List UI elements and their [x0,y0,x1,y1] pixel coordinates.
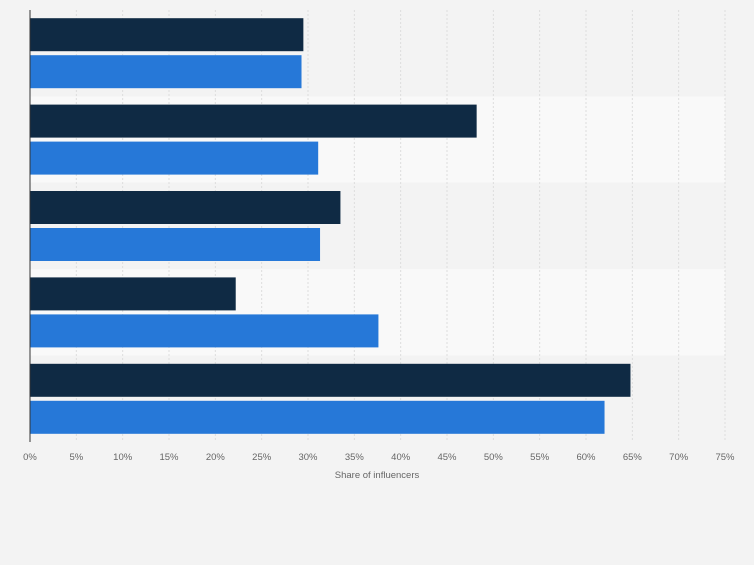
bar[interactable] [30,18,304,52]
x-tick-label: 50% [484,452,504,463]
bar[interactable] [30,228,321,261]
x-tick-label: 15% [159,452,179,463]
x-tick-label: 75% [715,452,735,463]
bar[interactable] [30,104,477,138]
bar[interactable] [30,277,236,311]
bar[interactable] [30,400,605,434]
bar[interactable] [30,314,379,348]
x-tick-label: 55% [530,452,550,463]
x-tick-label: 20% [206,452,226,463]
x-axis-title: Share of influencers [335,470,420,481]
x-axis-tick-labels: 0% 5% 10% 15% 20% 25% 30% 35% 40% 45% 50% 55% 60% 65%… [23,452,735,463]
bars [30,18,631,434]
x-tick-label: 0% [23,452,37,463]
x-tick-label: 45% [437,452,457,463]
x-tick-label: 25% [252,452,272,463]
x-tick-label: 65% [623,452,643,463]
bar[interactable] [30,141,319,175]
x-tick-label: 70% [669,452,689,463]
bar[interactable] [30,191,341,224]
x-tick-label: 60% [576,452,596,463]
bar[interactable] [30,55,302,89]
x-tick-label: 10% [113,452,133,463]
x-tick-label: 35% [345,452,365,463]
x-tick-label: 40% [391,452,411,463]
bar[interactable] [30,363,631,397]
x-tick-label: 5% [69,452,83,463]
x-tick-label: 30% [298,452,318,463]
